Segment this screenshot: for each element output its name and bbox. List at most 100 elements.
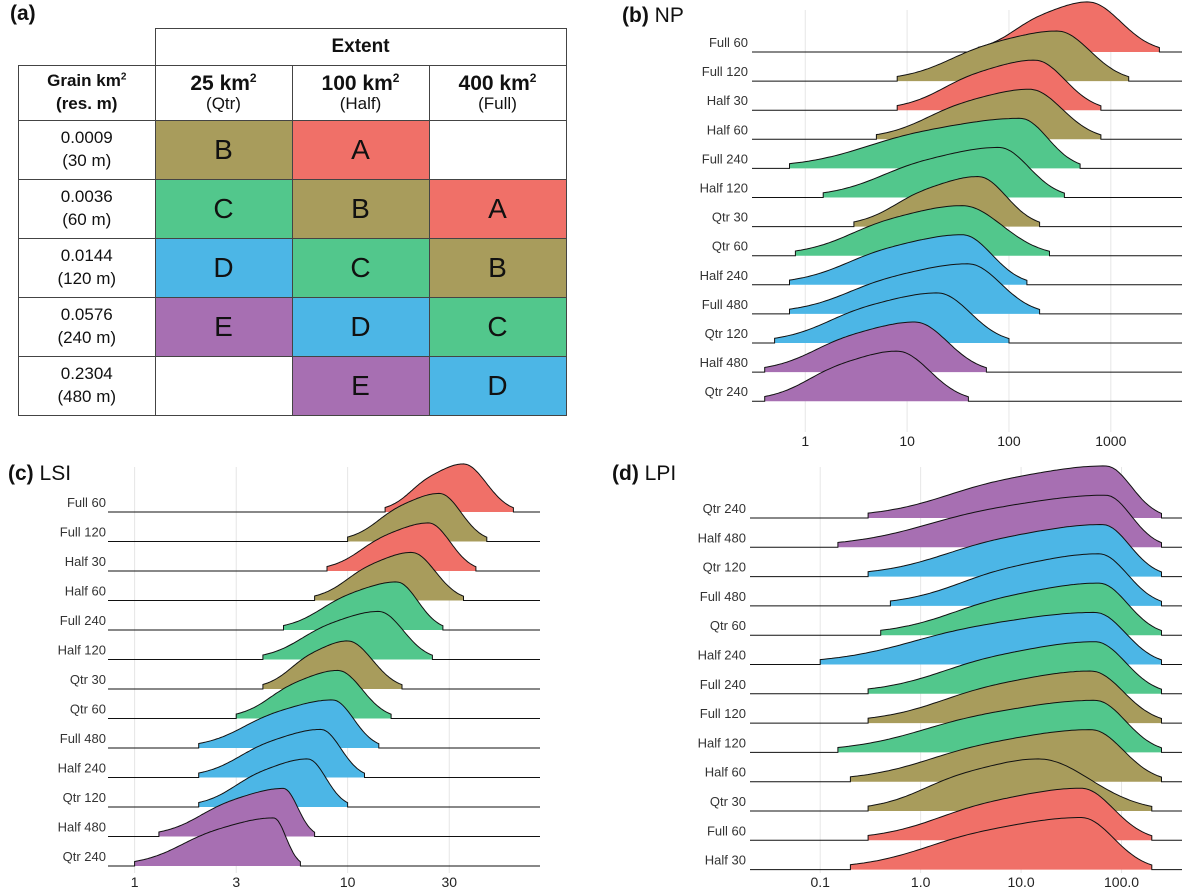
ridge-area [314,552,464,601]
ridge-outline [108,758,540,808]
group-cell: C [428,297,567,357]
row-label: Full 60 [67,495,106,510]
ridge-outline [108,492,540,542]
group-cell: E [154,297,293,357]
group-cell: B [428,238,567,298]
lpi-ridgeline-chart: 0.1 1.0 10.0 100.0 Qtr 240 Half 480 Qtr 120 Ful… [698,465,1182,890]
row-label: Half 30 [65,554,106,569]
row-label: Qtr 120 [63,790,106,805]
row-label: Full 120 [702,64,748,79]
row-label: Full 120 [700,706,746,721]
ridge-outline [752,205,1182,257]
row-label: Half 120 [700,181,748,196]
table-row: 0.0036 (60 m) C B A [18,179,567,239]
row-label: Half 60 [707,122,748,137]
group-cell: C [291,238,430,298]
row-label: Full 480 [60,731,106,746]
row-label: Half 480 [58,820,106,835]
grain-cell: 0.0576 (240 m) [18,297,156,357]
ridge-outline [752,59,1182,111]
group-cell: D [291,297,430,357]
row-label: Half 120 [698,735,746,750]
row-label: Half 30 [707,93,748,108]
row-label: Full 240 [60,613,106,628]
row-label: Full 60 [707,823,746,838]
row-label: Full 240 [700,677,746,692]
ridge-outline [108,610,540,660]
panel-c-label: (c) LSI [8,462,72,485]
ridge-area [774,292,1009,343]
ridge-area [262,640,402,689]
group-cell [154,356,293,416]
np-ridgeline-chart: 1 10 100 1000 Full 60 Full 120 Half 30 Half 60 F… [700,1,1182,449]
panel-d-label: (d) LPI [612,462,677,485]
row-label: Full 480 [702,297,748,312]
ridge-area [789,263,1040,314]
row-label: Full 120 [60,525,106,540]
row-label: Qtr 30 [710,794,746,809]
table-row: 0.0009 (30 m) B A [18,120,567,180]
ridge-outline [750,465,1182,519]
ridge-outline [752,117,1182,169]
lsi-ridgeline-chart: 1 3 10 30 Full 60 Full 120 Half 30 Half 60 Full … [58,463,540,890]
row-label: Half 480 [698,530,746,545]
row-label: Qtr 120 [703,560,746,575]
ridge-outline [752,30,1182,82]
ridge-outline [750,729,1182,783]
row-label: Half 60 [65,584,106,599]
row-label: Qtr 60 [70,702,106,717]
ridge-area [823,147,1065,198]
ridge-outline [108,817,540,867]
panel-a-label: (a) [10,2,36,25]
ridge-outline [108,522,540,572]
ridge-outline [752,350,1182,402]
ridge-outline [108,551,540,601]
row-label: Qtr 30 [712,210,748,225]
column-header-qtr: 25 km2 (Qtr) [154,65,293,121]
row-label: Full 480 [700,589,746,604]
x-tick-label: 1.0 [911,874,931,890]
row-label: Qtr 60 [710,618,746,633]
grain-cell: 0.0036 (60 m) [18,179,156,239]
ridge-outline [752,88,1182,140]
row-label: Half 240 [700,268,748,283]
ridge-area [853,176,1040,227]
grain-header: Grain km2 (res. m) [18,65,156,121]
row-label: Half 30 [705,853,746,868]
x-tick-label: 0.1 [810,874,830,890]
row-label: Half 240 [698,648,746,663]
x-tick-label: 10 [899,433,915,449]
ridge-area [764,351,969,402]
ridge-outline [750,670,1182,724]
x-tick-label: 3 [232,874,240,890]
ridge-area [850,729,1162,782]
ridge-outline [750,699,1182,753]
ridge-outline [750,523,1182,578]
ridge-area [327,522,476,571]
x-tick-label: 1 [801,433,809,449]
group-cell: E [291,356,430,416]
x-tick-label: 1000 [1095,433,1126,449]
row-label: Qtr 240 [703,501,746,516]
ridge-area [198,729,365,778]
ridge-area [795,205,1050,256]
ridge-outline [108,581,540,631]
ridge-outline [752,321,1182,373]
ridge-outline [752,234,1182,286]
ridge-outline [108,787,540,837]
group-cell: B [154,120,293,180]
table-row: 0.2304 (480 m) E D [18,356,567,416]
row-label: Qtr 240 [705,384,748,399]
grain-cell: 0.2304 (480 m) [18,356,156,416]
group-cell: D [428,356,567,416]
group-cell [428,120,567,180]
row-label: Qtr 60 [712,239,748,254]
column-header-half: 100 km2 (Half) [291,65,430,121]
ridge-area [876,89,1101,140]
ridge-area [764,322,987,373]
grain-cell: 0.0144 (120 m) [18,238,156,298]
ridge-outline [750,494,1182,548]
ridge-outline [108,699,540,749]
row-label: Qtr 240 [63,849,106,864]
row-label: Half 60 [705,765,746,780]
